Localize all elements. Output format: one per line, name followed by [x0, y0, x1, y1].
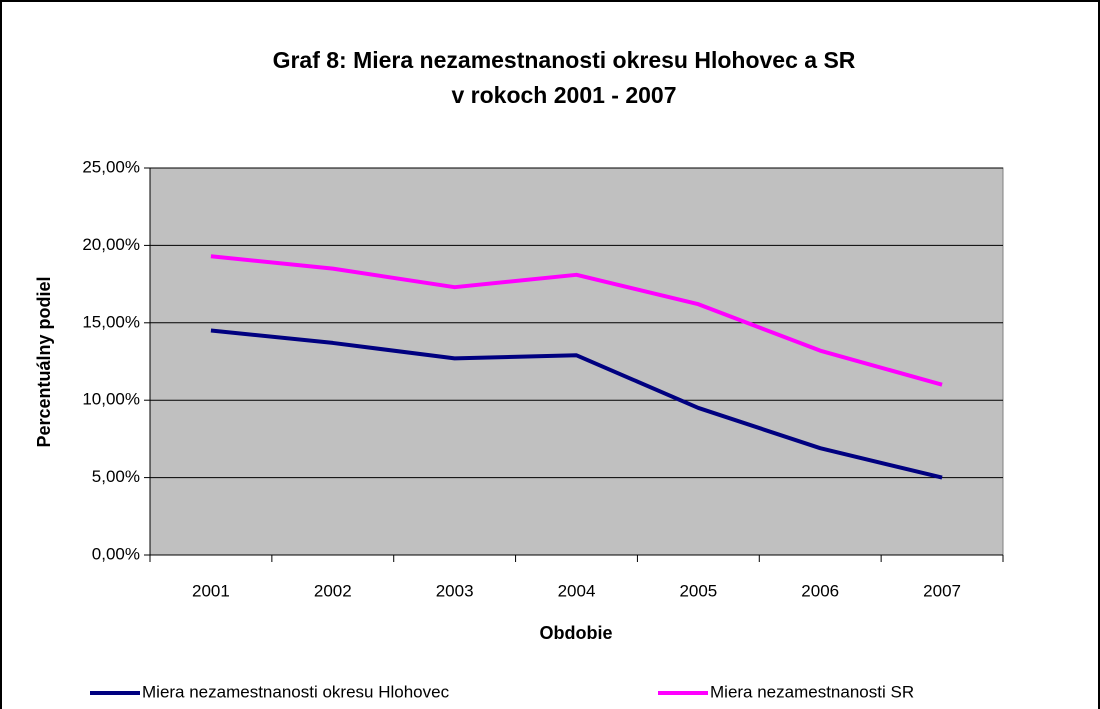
y-tick-label: 15,00%: [82, 312, 140, 331]
y-tick-label: 10,00%: [82, 390, 140, 409]
x-tick-label: 2001: [192, 581, 230, 600]
x-tick-label: 2004: [558, 581, 596, 600]
y-tick-label: 5,00%: [92, 467, 140, 486]
x-tick-label: 2002: [314, 581, 352, 600]
y-tick-label: 25,00%: [82, 157, 140, 176]
legend-label: Miera nezamestnanosti okresu Hlohovec: [142, 682, 450, 701]
y-tick-label: 20,00%: [82, 235, 140, 254]
x-axis-label: Obdobie: [540, 623, 613, 643]
chart-title: v rokoch 2001 - 2007: [451, 82, 676, 108]
x-tick-label: 2003: [436, 581, 474, 600]
x-tick-label: 2005: [679, 581, 717, 600]
plot-area: [149, 167, 1004, 556]
legend-label: Miera nezamestnanosti SR: [710, 682, 914, 701]
series-line: [210, 254, 943, 387]
y-tick-label: 0,00%: [92, 544, 140, 563]
series-line: [210, 328, 943, 480]
x-tick-label: 2006: [801, 581, 839, 600]
y-axis-label: Percentuálny podiel: [34, 276, 54, 447]
chart-title: Graf 8: Miera nezamestnanosti okresu Hlo…: [273, 47, 856, 73]
x-tick-label: 2007: [923, 581, 961, 600]
